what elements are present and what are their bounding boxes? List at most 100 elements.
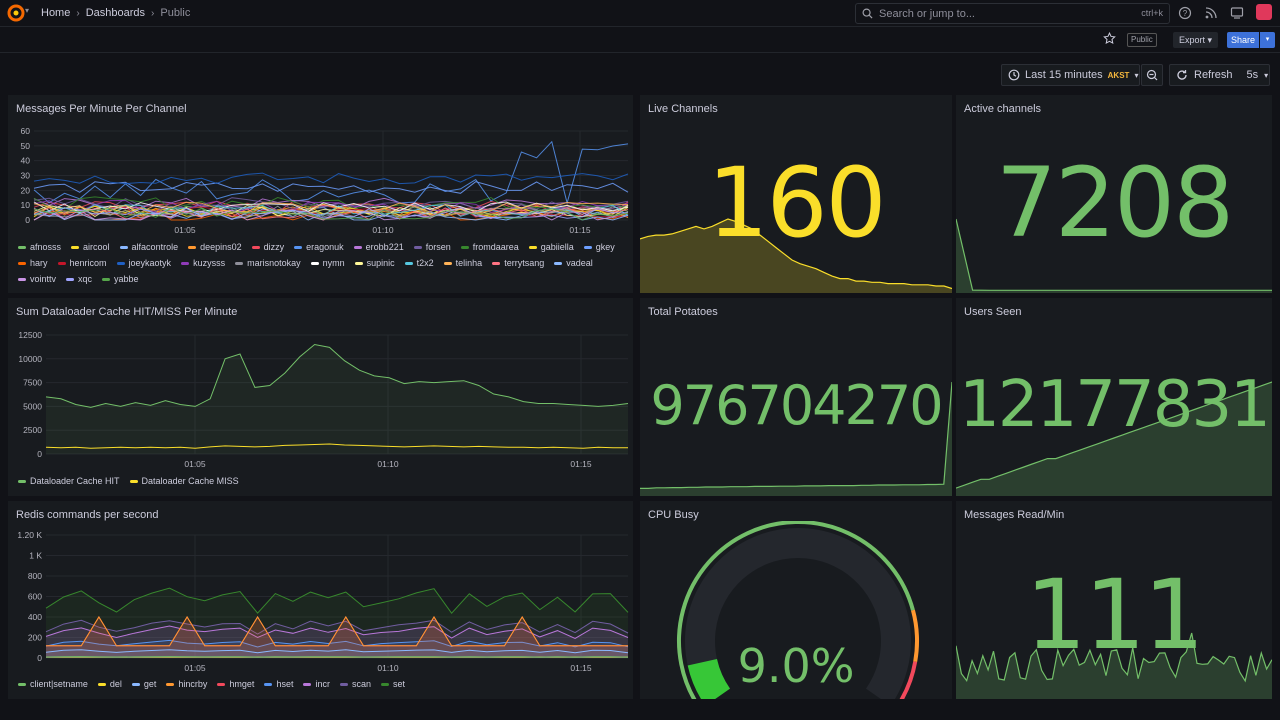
kiosk-icon[interactable] — [1230, 6, 1244, 20]
legend-item[interactable]: forsen — [413, 241, 451, 253]
x-tick-label: 01:15 — [570, 663, 592, 673]
user-avatar[interactable] — [1256, 4, 1272, 20]
rss-icon[interactable] — [1204, 6, 1218, 20]
export-button[interactable]: Export ▾ — [1173, 32, 1219, 48]
timeseries-dataloader-cache[interactable]: 12500 10000 7500 5000 2500 0 01:05 01:10 01:15 — [8, 326, 633, 472]
legend-swatch — [119, 245, 128, 249]
refresh-interval[interactable]: 5s — [1246, 69, 1259, 81]
legend-item[interactable]: eragonuk — [294, 241, 344, 253]
panel-title[interactable]: Redis commands per second — [16, 509, 159, 521]
panel-messages-read: Messages Read/Min 111 — [956, 501, 1272, 699]
legend-label: gkey — [595, 242, 615, 252]
panel-title[interactable]: Messages Read/Min — [964, 509, 1065, 521]
legend-item[interactable]: client|setname — [18, 678, 88, 690]
breadcrumb-current: Public — [160, 7, 191, 19]
share-dropdown-button[interactable]: ▾ — [1260, 32, 1275, 48]
legend-item[interactable]: dizzy — [251, 241, 284, 253]
legend-swatch — [303, 682, 312, 686]
sparkline-live-channels — [640, 218, 952, 293]
legend-item[interactable]: get — [131, 678, 156, 690]
legend-item[interactable]: aircool — [71, 241, 110, 253]
panel-title[interactable]: Sum Dataloader Cache HIT/MISS Per Minute — [16, 306, 238, 318]
legend-item[interactable]: xqc — [66, 273, 92, 285]
legend-item[interactable]: supinic — [354, 257, 395, 269]
legend-item[interactable]: erobb221 — [353, 241, 404, 253]
legend-label: nymn — [322, 258, 345, 268]
legend-item[interactable]: yabbe — [102, 273, 139, 285]
legend-item[interactable]: t2x2 — [404, 257, 434, 269]
legend-item[interactable]: hary — [18, 257, 48, 269]
panel-dataloader-cache: Sum Dataloader Cache HIT/MISS Per Minute… — [8, 298, 633, 496]
stat-value: 12177831 — [959, 368, 1271, 442]
gauge-value: 9.0% — [737, 639, 855, 693]
legend-item[interactable]: incr — [303, 678, 330, 690]
help-icon[interactable]: ? — [1178, 6, 1192, 20]
y-tick-label: 1.20 K — [17, 530, 42, 540]
legend-item[interactable]: hmget — [217, 678, 254, 690]
legend: Dataloader Cache HIT Dataloader Cache MIS… — [18, 475, 628, 487]
panel-title[interactable]: Active channels — [964, 103, 1042, 115]
legend-item[interactable]: vointtv — [18, 273, 56, 285]
legend-item[interactable]: del — [97, 678, 122, 690]
refresh-label: Refresh — [1194, 69, 1233, 81]
y-tick-label: 0 — [37, 449, 42, 459]
chevron-down-icon[interactable]: ▾ — [25, 6, 30, 15]
legend-item[interactable]: scan — [339, 678, 371, 690]
legend-item[interactable]: Dataloader Cache MISS — [129, 475, 239, 487]
legend-item[interactable]: Dataloader Cache HIT — [18, 475, 120, 487]
series-line — [45, 619, 629, 635]
star-icon[interactable] — [1103, 32, 1116, 45]
legend-item[interactable]: deepins02 — [188, 241, 242, 253]
legend-item[interactable]: henricom — [57, 257, 107, 269]
legend-item[interactable]: kuzysss — [181, 257, 225, 269]
legend-swatch — [380, 682, 389, 686]
legend-item[interactable]: terrytsang — [492, 257, 544, 269]
legend-item[interactable]: fromdaarea — [460, 241, 519, 253]
refresh-button[interactable]: Refresh 5s ▾ — [1169, 64, 1270, 86]
sparkline-messages-read — [956, 632, 1272, 699]
legend-item[interactable]: hset — [264, 678, 293, 690]
panel-title[interactable]: Users Seen — [964, 306, 1022, 318]
legend-item[interactable]: afnosss — [18, 241, 61, 253]
timeseries-redis-commands[interactable]: 1.20 K 1 K 800 600 400 200 0 01:05 01:10 01:15 — [8, 527, 633, 677]
panel-title[interactable]: Live Channels — [648, 103, 718, 115]
legend-item[interactable]: joeykaotyk — [116, 257, 171, 269]
panel-title[interactable]: Messages Per Minute Per Channel — [16, 103, 187, 115]
grafana-logo-icon[interactable] — [7, 4, 25, 22]
zoom-out-button[interactable] — [1141, 64, 1163, 86]
legend-item[interactable]: set — [380, 678, 405, 690]
legend-item[interactable]: gabiiella — [528, 241, 574, 253]
legend-item[interactable]: gkey — [583, 241, 615, 253]
legend-item[interactable]: vadeal — [554, 257, 593, 269]
timeseries-messages-per-minute[interactable]: 60 50 40 30 20 10 0 01:05 01:10 01:15 — [8, 123, 633, 243]
legend-item[interactable]: alfacontrole — [119, 241, 178, 253]
panel-messages-per-minute: Messages Per Minute Per Channel 60 50 40 30… — [8, 95, 633, 293]
legend-label: set — [392, 679, 405, 689]
legend-label: hset — [276, 679, 294, 689]
sparkline-area — [956, 633, 1272, 699]
legend-item[interactable]: telinha — [443, 257, 482, 269]
legend-swatch — [188, 245, 197, 249]
panel-title[interactable]: Total Potatoes — [648, 306, 718, 318]
series-line — [45, 639, 629, 648]
legend-item[interactable]: nymn — [310, 257, 345, 269]
search-input[interactable]: Search or jump to... ctrl+k — [855, 3, 1170, 24]
stat-value: 7208 — [995, 147, 1234, 259]
legend-swatch — [310, 261, 319, 265]
time-range-picker[interactable]: Last 15 minutes AKST ▾ — [1001, 64, 1140, 86]
chevron-down-icon: ▾ — [1207, 35, 1213, 45]
legend-label: vadeal — [566, 258, 593, 268]
panel-title[interactable]: CPU Busy — [648, 509, 699, 521]
share-button[interactable]: Share — [1227, 32, 1259, 48]
legend-label: henricom — [69, 258, 107, 268]
legend-item[interactable]: marisnotokay — [235, 257, 301, 269]
y-tick-label: 10000 — [18, 354, 42, 364]
y-tick-label: 600 — [28, 592, 42, 602]
breadcrumb-separator-icon: › — [76, 7, 80, 19]
breadcrumb-home[interactable]: Home — [41, 7, 71, 19]
legend-label: vointtv — [30, 274, 57, 284]
legend-item[interactable]: hincrby — [166, 678, 207, 690]
legend-swatch — [528, 245, 537, 249]
breadcrumb-dashboards[interactable]: Dashboards — [85, 7, 146, 19]
series-line-miss — [45, 443, 628, 449]
